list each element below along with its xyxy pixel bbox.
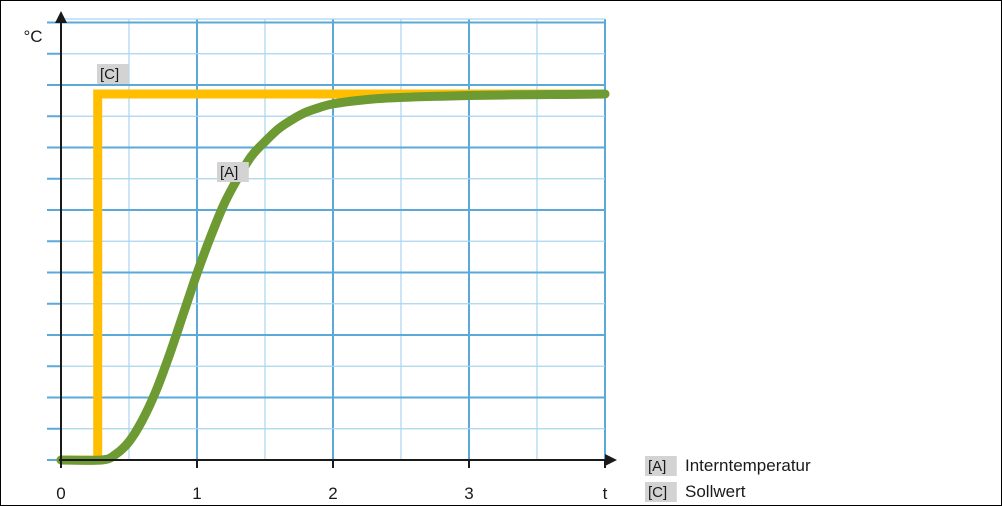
legend-label-a: Interntemperatur: [685, 456, 811, 475]
x-axis-label: t: [603, 484, 608, 503]
x-axis-arrow: [605, 454, 617, 466]
x-tick-label: 3: [464, 484, 473, 503]
x-tick-label: 0: [56, 484, 65, 503]
series-tags: [C] [A]: [97, 64, 249, 182]
series-tag-a-bg: [217, 162, 249, 182]
legend-tag-c: [C]: [648, 484, 667, 501]
y-axis-label: °C: [23, 27, 42, 46]
legend-tag-a-bg: [645, 456, 677, 476]
legend-tag-a: [A]: [648, 458, 666, 475]
series-tag-a: [A]: [220, 164, 238, 181]
legend: [A] Interntemperatur [C] Sollwert: [645, 456, 811, 502]
tick-labels: 0 1 2 3 t °C: [23, 27, 607, 503]
legend-tag-c-bg: [645, 482, 677, 502]
legend-label-c: Sollwert: [685, 482, 746, 501]
grid: [47, 18, 606, 461]
x-tick-label: 1: [192, 484, 201, 503]
axes: [55, 11, 617, 468]
x-tick-label: 2: [328, 484, 337, 503]
series-tag-c: [C]: [100, 66, 119, 83]
series-line-a: [56, 89, 610, 465]
series-tag-c-bg: [97, 64, 129, 84]
y-axis-arrow: [55, 11, 67, 23]
